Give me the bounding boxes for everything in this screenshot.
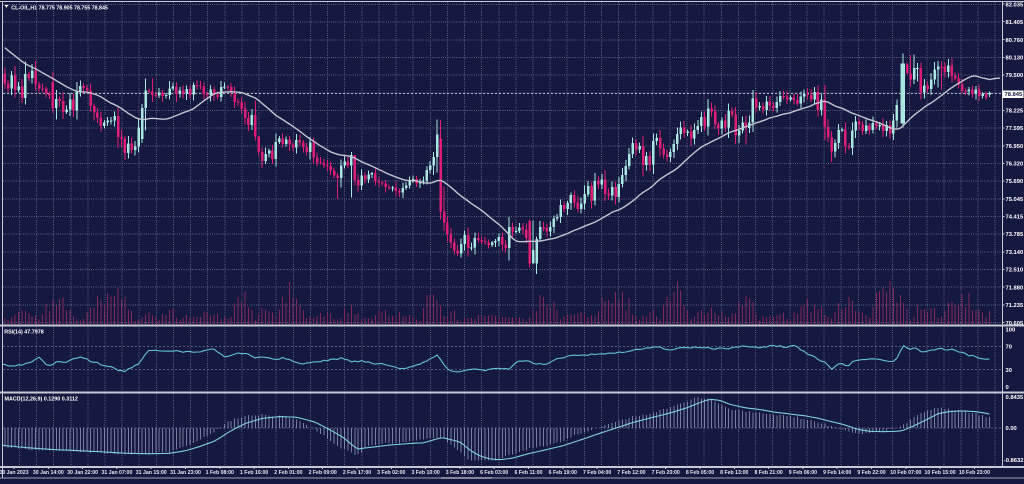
svg-text:7 Feb 04:00: 7 Feb 04:00 bbox=[583, 470, 611, 476]
svg-text:8 Feb 21:00: 8 Feb 21:00 bbox=[754, 470, 782, 476]
svg-text:81.405: 81.405 bbox=[1006, 20, 1024, 26]
svg-text:71.880: 71.880 bbox=[1006, 285, 1024, 291]
svg-text:MACD(12,26,9) 0.1290 0.3112: MACD(12,26,9) 0.1290 0.3112 bbox=[5, 396, 78, 402]
svg-text:71.235: 71.235 bbox=[1006, 303, 1024, 309]
svg-text:80.760: 80.760 bbox=[1006, 38, 1024, 44]
svg-text:75.045: 75.045 bbox=[1006, 197, 1024, 203]
svg-text:82.035: 82.035 bbox=[1006, 2, 1024, 8]
svg-text:6 Feb 19:00: 6 Feb 19:00 bbox=[549, 470, 577, 476]
svg-text:0.00: 0.00 bbox=[1006, 426, 1017, 432]
svg-text:1 Feb 16:00: 1 Feb 16:00 bbox=[240, 470, 268, 476]
svg-text:0: 0 bbox=[1006, 385, 1009, 391]
svg-text:77.595: 77.595 bbox=[1006, 126, 1024, 132]
svg-text:79.500: 79.500 bbox=[1006, 73, 1024, 79]
svg-text:73.140: 73.140 bbox=[1006, 250, 1024, 256]
svg-text:76.320: 76.320 bbox=[1006, 162, 1024, 168]
svg-text:6 Feb 03:00: 6 Feb 03:00 bbox=[480, 470, 508, 476]
svg-text:7 Feb 12:00: 7 Feb 12:00 bbox=[617, 470, 645, 476]
svg-text:10 Feb 23:00: 10 Feb 23:00 bbox=[959, 470, 990, 476]
svg-text:74.415: 74.415 bbox=[1006, 215, 1024, 221]
svg-text:10 Feb 15:00: 10 Feb 15:00 bbox=[925, 470, 956, 476]
svg-text:78.225: 78.225 bbox=[1006, 109, 1024, 115]
svg-text:9 Feb 06:00: 9 Feb 06:00 bbox=[789, 470, 817, 476]
svg-text:70.605: 70.605 bbox=[1006, 321, 1024, 327]
svg-text:30 Jan 22:00: 30 Jan 22:00 bbox=[67, 470, 98, 476]
svg-text:2 Feb 01:00: 2 Feb 01:00 bbox=[274, 470, 302, 476]
svg-text:1 Feb 08:00: 1 Feb 08:00 bbox=[206, 470, 234, 476]
svg-text:7 Feb 20:00: 7 Feb 20:00 bbox=[652, 470, 680, 476]
svg-text:3 Feb 18:00: 3 Feb 18:00 bbox=[446, 470, 474, 476]
svg-text:9 Feb 14:00: 9 Feb 14:00 bbox=[823, 470, 851, 476]
svg-text:0.8435: 0.8435 bbox=[1006, 395, 1024, 401]
svg-text:30: 30 bbox=[1006, 368, 1012, 374]
svg-text:CL-OIL,H1 78.775 78.905 78.75: CL-OIL,H1 78.775 78.905 78.755 78.845 bbox=[11, 5, 108, 11]
svg-text:78.845: 78.845 bbox=[1005, 92, 1024, 98]
svg-text:72.510: 72.510 bbox=[1006, 268, 1024, 274]
svg-text:31 Jan 07:00: 31 Jan 07:00 bbox=[101, 470, 132, 476]
svg-text:76.950: 76.950 bbox=[1006, 144, 1024, 150]
svg-text:31 Jan 15:00: 31 Jan 15:00 bbox=[136, 470, 167, 476]
svg-text:31 Jan 23:00: 31 Jan 23:00 bbox=[170, 470, 201, 476]
svg-text:6 Feb 11:00: 6 Feb 11:00 bbox=[515, 470, 543, 476]
svg-text:8 Feb 13:00: 8 Feb 13:00 bbox=[720, 470, 748, 476]
svg-text:70: 70 bbox=[1006, 345, 1012, 351]
svg-text:3 Feb 10:00: 3 Feb 10:00 bbox=[411, 470, 439, 476]
svg-text:10 Feb 07:00: 10 Feb 07:00 bbox=[890, 470, 921, 476]
svg-text:RSI(14) 47.7978: RSI(14) 47.7978 bbox=[4, 329, 44, 335]
svg-text:100: 100 bbox=[1006, 327, 1016, 333]
svg-text:30 Jan 14:00: 30 Jan 14:00 bbox=[33, 470, 64, 476]
svg-text:73.785: 73.785 bbox=[1006, 232, 1024, 238]
svg-text:8 Feb 05:00: 8 Feb 05:00 bbox=[686, 470, 714, 476]
svg-text:80.130: 80.130 bbox=[1006, 56, 1024, 62]
svg-text:30 Jan 2023: 30 Jan 2023 bbox=[0, 470, 29, 476]
svg-text:9 Feb 22:00: 9 Feb 22:00 bbox=[857, 470, 885, 476]
svg-text:-0.8632: -0.8632 bbox=[1004, 458, 1024, 464]
svg-text:2 Feb 09:00: 2 Feb 09:00 bbox=[309, 470, 337, 476]
svg-text:3 Feb 02:00: 3 Feb 02:00 bbox=[377, 470, 405, 476]
svg-text:75.690: 75.690 bbox=[1006, 179, 1024, 185]
svg-text:2 Feb 17:00: 2 Feb 17:00 bbox=[343, 470, 371, 476]
